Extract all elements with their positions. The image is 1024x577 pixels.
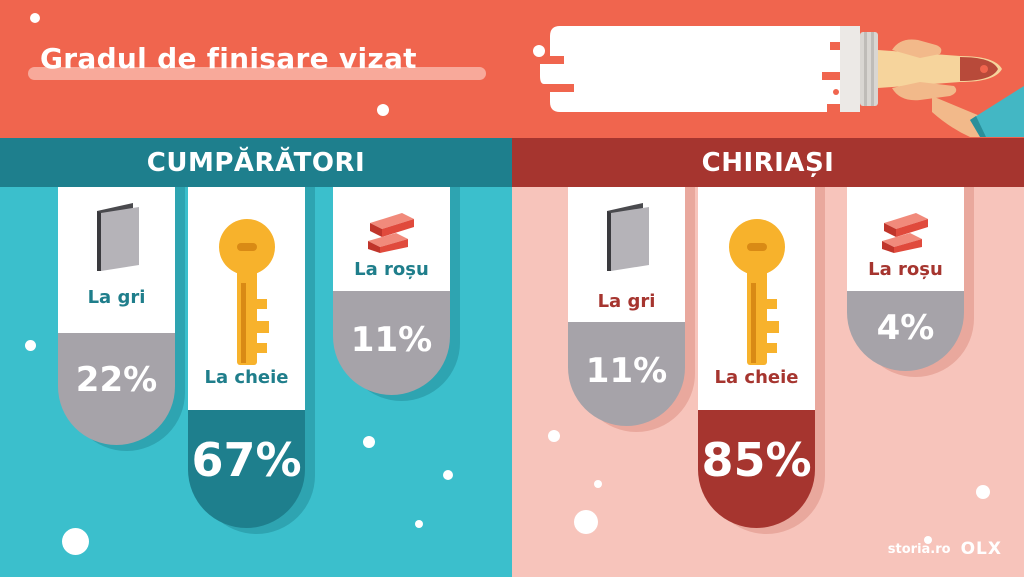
decor-dot	[574, 510, 598, 534]
bar-label-area: La roșu	[847, 187, 964, 291]
bar-la-gri: La gri 11%	[568, 187, 695, 432]
decor-dot	[533, 45, 545, 57]
value-bubble: 85%	[698, 410, 815, 528]
decor-dot	[443, 470, 453, 480]
bar-la-ro-u: La roșu 11%	[333, 187, 460, 401]
olx-logo: OLX	[960, 539, 1002, 559]
value-label: 67%	[191, 433, 302, 487]
decor-dot	[25, 340, 36, 351]
bar-la-ro-u: La roșu 4%	[847, 187, 974, 377]
value-label: 85%	[701, 433, 812, 487]
category-label: La cheie	[204, 367, 289, 388]
brick-icon	[880, 209, 932, 259]
bar-la-cheie: La cheie 85%	[698, 187, 825, 534]
footer-brands: storia.ro OLX	[888, 539, 1002, 559]
bar-label-area: La cheie	[188, 187, 305, 410]
decor-dot	[594, 480, 602, 488]
decor-dot	[30, 13, 40, 23]
paint-brush-icon	[540, 26, 1024, 137]
category-label: La cheie	[714, 367, 799, 388]
title-underline	[28, 67, 486, 80]
gray-panel-icon	[87, 201, 147, 277]
brick-icon	[366, 209, 418, 259]
value-bubble: 11%	[333, 291, 450, 395]
category-label: La gri	[87, 287, 146, 308]
panel-buyers: CUMPĂRĂTORI La gri 22% La cheie 67% La roșu 1…	[0, 138, 512, 577]
category-label: La roșu	[354, 259, 429, 280]
decor-dot	[415, 520, 423, 528]
panel-renters-title: CHIRIAȘI	[512, 138, 1024, 187]
key-icon	[725, 217, 789, 371]
decor-dot	[976, 485, 990, 499]
value-bubble: 67%	[188, 410, 305, 528]
bar-la-gri: La gri 22%	[58, 187, 185, 451]
decor-dot	[924, 536, 932, 544]
bar-label-area: La cheie	[698, 187, 815, 410]
bar-label-area: La roșu	[333, 187, 450, 291]
decor-dot	[377, 104, 389, 116]
category-label: La gri	[597, 291, 656, 312]
panel-renters: CHIRIAȘI La gri 11% La cheie 85% La roșu 4%	[512, 138, 1024, 577]
bar-la-cheie: La cheie 67%	[188, 187, 315, 534]
panel-buyers-title: CUMPĂRĂTORI	[0, 138, 512, 187]
paint-brush-illustration	[540, 12, 1024, 137]
value-label: 4%	[876, 308, 935, 348]
bar-label-area: La gri	[58, 187, 175, 333]
decor-dot	[548, 430, 560, 442]
bar-label-area: La gri	[568, 187, 685, 322]
value-label: 22%	[75, 360, 158, 400]
decor-dot	[363, 436, 375, 448]
gray-panel-icon	[597, 201, 657, 277]
category-label: La roșu	[868, 259, 943, 280]
value-label: 11%	[350, 320, 433, 360]
value-label: 11%	[585, 351, 668, 391]
decor-dot	[62, 528, 89, 555]
key-icon	[215, 217, 279, 371]
value-bubble: 22%	[58, 333, 175, 445]
page-title: Gradul de finisare vizat	[40, 42, 417, 75]
value-bubble: 11%	[568, 322, 685, 426]
storia-logo: storia.ro	[887, 541, 951, 557]
